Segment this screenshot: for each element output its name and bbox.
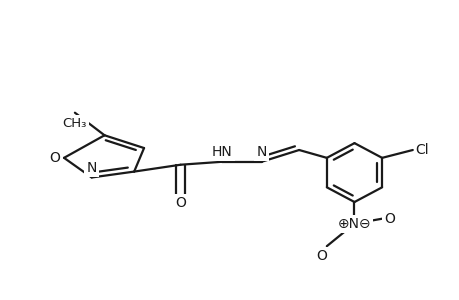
Text: N: N: [256, 145, 266, 159]
Text: N: N: [86, 160, 97, 175]
Text: O: O: [49, 151, 60, 165]
Text: Cl: Cl: [415, 143, 428, 157]
Text: CH₃: CH₃: [62, 117, 87, 130]
Text: O: O: [175, 196, 185, 210]
Text: ⊕N⊖: ⊕N⊖: [337, 217, 370, 231]
Text: O: O: [315, 249, 326, 263]
Text: HN: HN: [211, 145, 232, 159]
Text: O: O: [383, 212, 394, 226]
